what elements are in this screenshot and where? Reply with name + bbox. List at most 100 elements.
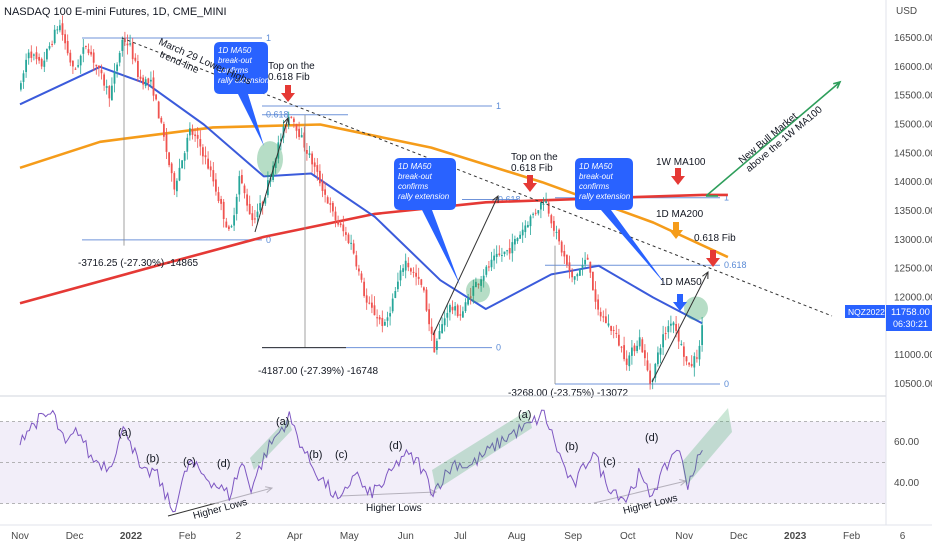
time-tick-label: May xyxy=(340,531,359,542)
symbol-badge xyxy=(845,305,885,318)
price-axis[interactable]: 16500.00 16000.00 15500.00 15000.00 14500.00… xyxy=(894,33,932,390)
candle-body xyxy=(25,59,27,73)
candle-body xyxy=(324,189,326,195)
candle-body xyxy=(163,124,165,137)
candle-body xyxy=(628,355,631,367)
candle-body xyxy=(225,221,228,228)
candle-body xyxy=(553,220,555,231)
fib2-level-0-label: 0 xyxy=(496,343,501,353)
candle-body xyxy=(66,40,69,54)
candle-body xyxy=(212,170,215,182)
candle-body xyxy=(449,305,451,313)
candle-body xyxy=(376,317,378,319)
fib3-level-0-label: 0 xyxy=(724,379,729,389)
candle-body xyxy=(638,337,641,347)
candle-body xyxy=(537,210,540,214)
candle-body xyxy=(85,45,87,47)
candle-body xyxy=(688,362,690,365)
series-ma50-line xyxy=(19,65,703,325)
rsi-wave-label: (b) xyxy=(309,449,322,461)
fib3-level-0618-a-label: 0.618 xyxy=(498,194,521,204)
rsi-wave-label: (b) xyxy=(565,441,578,453)
time-tick-label: Jul xyxy=(454,531,467,542)
candle-body xyxy=(524,225,527,233)
candle-body xyxy=(121,39,124,51)
candle-body xyxy=(420,279,423,285)
ma100-marker-stem xyxy=(675,168,681,176)
candle-body xyxy=(238,176,241,195)
candle-body xyxy=(529,216,532,227)
candle-body xyxy=(441,324,443,334)
candle-body xyxy=(144,79,147,87)
ma50-callout-1-line: rally extension xyxy=(218,76,270,85)
candle-body xyxy=(620,346,623,348)
candle-body xyxy=(334,211,337,221)
rally-arrow-2-head xyxy=(492,194,499,204)
price-badge-countdown: 06:30:21 xyxy=(893,319,928,329)
candle-body xyxy=(664,333,667,335)
rsi-axis[interactable]: 60.00 40.00 xyxy=(894,437,919,489)
fib-marker-head xyxy=(706,258,720,267)
time-tick-label: 2022 xyxy=(120,531,143,542)
time-tick-label: Feb xyxy=(179,531,197,542)
fib-marker-stem xyxy=(710,250,716,258)
candle-body xyxy=(134,57,137,61)
candle-body xyxy=(124,38,126,43)
candle-body xyxy=(243,185,246,194)
rsi-pane[interactable]: (a) (b) (c) (d) (a) (b) (c) (d) (a) (b) (c) (d) High… xyxy=(0,408,886,522)
ma50-callout-3-line: break-out xyxy=(579,172,614,181)
ma50-callout-3-line: confirms xyxy=(579,182,609,191)
candle-body xyxy=(402,268,404,272)
candle-body xyxy=(20,83,22,90)
series-ma200-line xyxy=(19,123,729,259)
time-tick-label: 2 xyxy=(236,531,242,542)
candle-body xyxy=(220,198,222,204)
candle-body xyxy=(105,86,108,88)
candle-body xyxy=(142,77,144,85)
candle-body xyxy=(150,79,152,82)
candle-body xyxy=(339,223,342,226)
candle-body xyxy=(436,340,438,350)
candle-body xyxy=(293,118,295,122)
candle-body xyxy=(503,251,506,255)
ma50-label: 1D MA50 xyxy=(660,277,702,288)
candle-body xyxy=(165,134,168,152)
candle-body xyxy=(222,201,225,219)
time-axis[interactable]: Nov Dec 2022 Feb 2 Apr May Jun Jul Aug Sep Oct Nov De… xyxy=(11,531,906,542)
candle-body xyxy=(368,302,371,304)
ma200-label: 1D MA200 xyxy=(656,209,704,220)
candle-body xyxy=(576,274,579,277)
candle-body xyxy=(498,253,501,255)
candle-body xyxy=(290,116,293,118)
candle-body xyxy=(573,276,576,280)
candle-body xyxy=(69,52,72,63)
candle-body xyxy=(139,76,142,79)
candle-body xyxy=(701,325,703,346)
candle-body xyxy=(568,262,571,271)
candle-body xyxy=(469,296,472,298)
candle-body xyxy=(103,74,105,86)
candle-body xyxy=(33,54,35,56)
rsi-wave-label: (c) xyxy=(603,456,616,468)
candle-body xyxy=(332,202,334,212)
candle-body xyxy=(111,85,113,101)
candle-body xyxy=(667,326,670,333)
candle-body xyxy=(126,43,129,46)
candle-body xyxy=(92,52,95,63)
candle-body xyxy=(696,357,698,359)
symbol-badge-text: NQZ2022 xyxy=(848,307,885,317)
candle-body xyxy=(631,347,633,356)
candle-body xyxy=(477,283,480,285)
candle-body xyxy=(186,137,189,152)
price-tick-label: 15500.00 xyxy=(894,91,932,102)
rally-arrow-1 xyxy=(254,117,289,233)
candle-body xyxy=(501,255,503,257)
candle-body xyxy=(605,316,607,324)
candle-body xyxy=(246,194,248,206)
top-marker-2-stem xyxy=(527,175,533,183)
candle-body xyxy=(571,271,573,278)
candle-body xyxy=(547,202,550,214)
candle-body xyxy=(511,242,514,254)
